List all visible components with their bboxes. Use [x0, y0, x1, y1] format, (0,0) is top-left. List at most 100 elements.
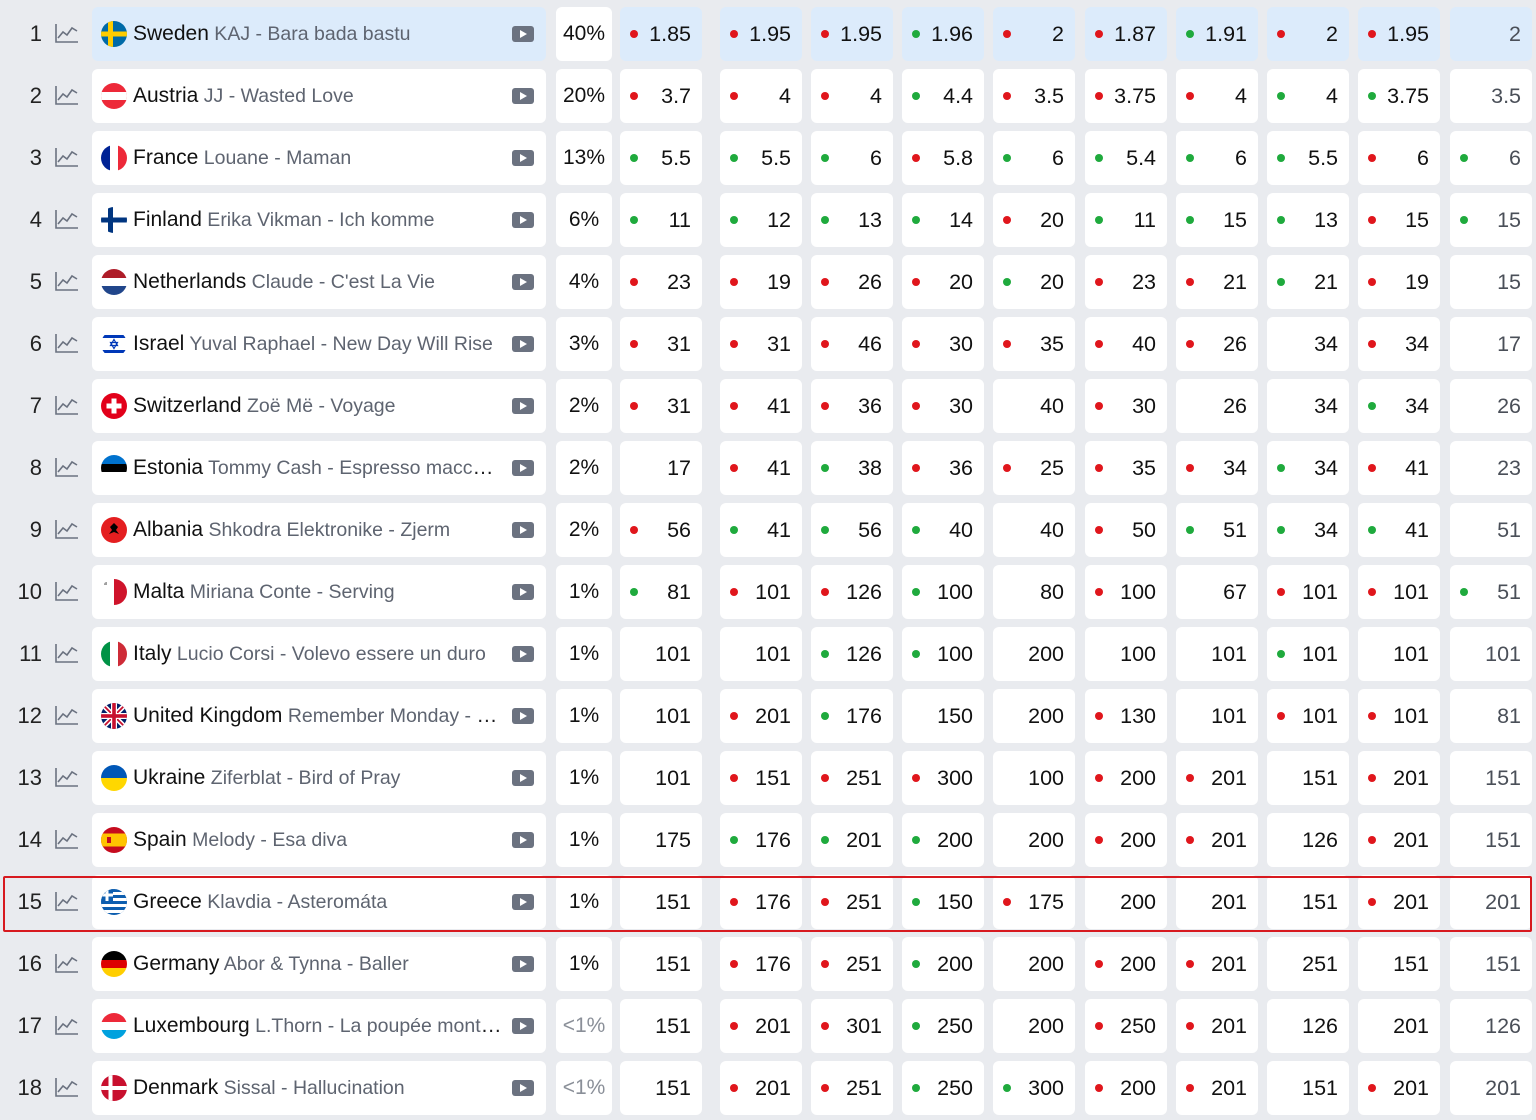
chart-icon[interactable] [54, 1014, 80, 1036]
chart-icon[interactable] [54, 642, 80, 664]
odds-cell[interactable]: 56 [620, 503, 702, 557]
odds-cell[interactable]: 23 [1085, 255, 1167, 309]
odds-cell[interactable]: 20 [993, 255, 1075, 309]
chart-icon[interactable] [54, 580, 80, 602]
odds-cell[interactable]: 5.4 [1085, 131, 1167, 185]
table-row[interactable]: 9 Albania Shkodra Elektronike - Zjerm 2% 56… [0, 500, 1536, 562]
odds-cell[interactable]: 41 [720, 503, 802, 557]
odds-cell[interactable]: 40 [993, 503, 1075, 557]
odds-cell[interactable]: 201 [720, 1061, 802, 1115]
odds-cell[interactable]: 15 [1450, 193, 1532, 247]
odds-cell[interactable]: 100 [1085, 565, 1167, 619]
video-play-icon[interactable] [512, 273, 534, 291]
chart-icon[interactable] [54, 704, 80, 726]
video-play-icon[interactable] [512, 955, 534, 973]
chart-icon[interactable] [54, 1076, 80, 1098]
odds-cell[interactable]: 201 [1358, 999, 1440, 1053]
table-row[interactable]: 16 Germany Abor & Tynna - Baller 1% 151 176 2… [0, 934, 1536, 996]
table-row[interactable]: 10 Malta Miriana Conte - Serving 1% 81 101 12… [0, 562, 1536, 624]
odds-cell[interactable]: 151 [1450, 937, 1532, 991]
odds-cell[interactable]: 1.95 [720, 7, 802, 61]
odds-cell[interactable]: 34 [1358, 379, 1440, 433]
odds-cell[interactable]: 201 [720, 999, 802, 1053]
odds-cell[interactable]: 175 [620, 813, 702, 867]
odds-cell[interactable]: 5.5 [620, 131, 702, 185]
odds-cell[interactable]: 17 [620, 441, 702, 495]
odds-cell[interactable]: 6 [811, 131, 893, 185]
country-cell[interactable]: France Louane - Maman [92, 131, 546, 185]
odds-cell[interactable]: 101 [720, 627, 802, 681]
odds-cell[interactable]: 11 [620, 193, 702, 247]
video-play-icon[interactable] [512, 831, 534, 849]
odds-cell[interactable]: 34 [1267, 503, 1349, 557]
odds-cell[interactable]: 38 [811, 441, 893, 495]
odds-cell[interactable]: 250 [1085, 999, 1167, 1053]
video-play-icon[interactable] [512, 1017, 534, 1035]
odds-cell[interactable]: 200 [993, 937, 1075, 991]
odds-cell[interactable]: 40 [1085, 317, 1167, 371]
odds-cell[interactable]: 251 [1267, 937, 1349, 991]
odds-cell[interactable]: 201 [1176, 813, 1258, 867]
odds-cell[interactable]: 46 [811, 317, 893, 371]
odds-cell[interactable]: 200 [993, 813, 1075, 867]
odds-cell[interactable]: 150 [902, 875, 984, 929]
odds-cell[interactable]: 250 [902, 1061, 984, 1115]
table-row[interactable]: 5 Netherlands Claude - C'est La Vie 4% 23 19… [0, 252, 1536, 314]
odds-cell[interactable]: 34 [1176, 441, 1258, 495]
country-cell[interactable]: Switzerland Zoë Më - Voyage [92, 379, 546, 433]
chart-icon[interactable] [54, 332, 80, 354]
odds-cell[interactable]: 151 [1267, 751, 1349, 805]
table-row[interactable]: 12 United Kingdom Remember Monday - Wh… 1%… [0, 686, 1536, 748]
odds-cell[interactable]: 5.5 [1267, 131, 1349, 185]
chart-icon[interactable] [54, 890, 80, 912]
odds-cell[interactable]: 40 [993, 379, 1075, 433]
odds-cell[interactable]: 15 [1176, 193, 1258, 247]
odds-cell[interactable]: 101 [1358, 627, 1440, 681]
odds-cell[interactable]: 81 [1450, 689, 1532, 743]
odds-cell[interactable]: 3.75 [1358, 69, 1440, 123]
table-row[interactable]: 4 Finland Erika Vikman - Ich komme 6% 11 12 1… [0, 190, 1536, 252]
chart-icon[interactable] [54, 146, 80, 168]
odds-cell[interactable]: 300 [902, 751, 984, 805]
odds-cell[interactable]: 101 [620, 627, 702, 681]
odds-cell[interactable]: 201 [1176, 999, 1258, 1053]
odds-cell[interactable]: 201 [1176, 751, 1258, 805]
odds-cell[interactable]: 200 [993, 689, 1075, 743]
chart-icon[interactable] [54, 766, 80, 788]
odds-cell[interactable]: 6 [1450, 131, 1532, 185]
odds-cell[interactable]: 6 [1176, 131, 1258, 185]
odds-cell[interactable]: 17 [1450, 317, 1532, 371]
odds-cell[interactable]: 56 [811, 503, 893, 557]
odds-cell[interactable]: 200 [1085, 937, 1167, 991]
video-play-icon[interactable] [512, 25, 534, 43]
odds-cell[interactable]: 21 [1267, 255, 1349, 309]
odds-cell[interactable]: 20 [993, 193, 1075, 247]
odds-cell[interactable]: 30 [1085, 379, 1167, 433]
odds-cell[interactable]: 15 [1450, 255, 1532, 309]
odds-cell[interactable]: 4 [1267, 69, 1349, 123]
chart-icon[interactable] [54, 22, 80, 44]
odds-cell[interactable]: 251 [811, 1061, 893, 1115]
odds-cell[interactable]: 201 [1358, 751, 1440, 805]
odds-cell[interactable]: 200 [993, 999, 1075, 1053]
table-row[interactable]: 8 Estonia Tommy Cash - Espresso macchiato… [0, 438, 1536, 500]
odds-cell[interactable]: 1.91 [1176, 7, 1258, 61]
country-cell[interactable]: Germany Abor & Tynna - Baller [92, 937, 546, 991]
video-play-icon[interactable] [512, 521, 534, 539]
odds-cell[interactable]: 101 [720, 565, 802, 619]
odds-cell[interactable]: 101 [1358, 565, 1440, 619]
country-cell[interactable]: Ukraine Ziferblat - Bird of Pray [92, 751, 546, 805]
odds-cell[interactable]: 40 [902, 503, 984, 557]
odds-cell[interactable]: 13 [1267, 193, 1349, 247]
odds-cell[interactable]: 51 [1450, 565, 1532, 619]
odds-cell[interactable]: 34 [1267, 441, 1349, 495]
odds-cell[interactable]: 201 [1176, 1061, 1258, 1115]
odds-cell[interactable]: 130 [1085, 689, 1167, 743]
odds-cell[interactable]: 26 [1450, 379, 1532, 433]
odds-cell[interactable]: 151 [1267, 1061, 1349, 1115]
country-cell[interactable]: United Kingdom Remember Monday - Wh… [92, 689, 546, 743]
chart-icon[interactable] [54, 828, 80, 850]
table-row[interactable]: 13 Ukraine Ziferblat - Bird of Pray 1% 101 1… [0, 748, 1536, 810]
odds-cell[interactable]: 2 [1450, 7, 1532, 61]
country-cell[interactable]: Netherlands Claude - C'est La Vie [92, 255, 546, 309]
